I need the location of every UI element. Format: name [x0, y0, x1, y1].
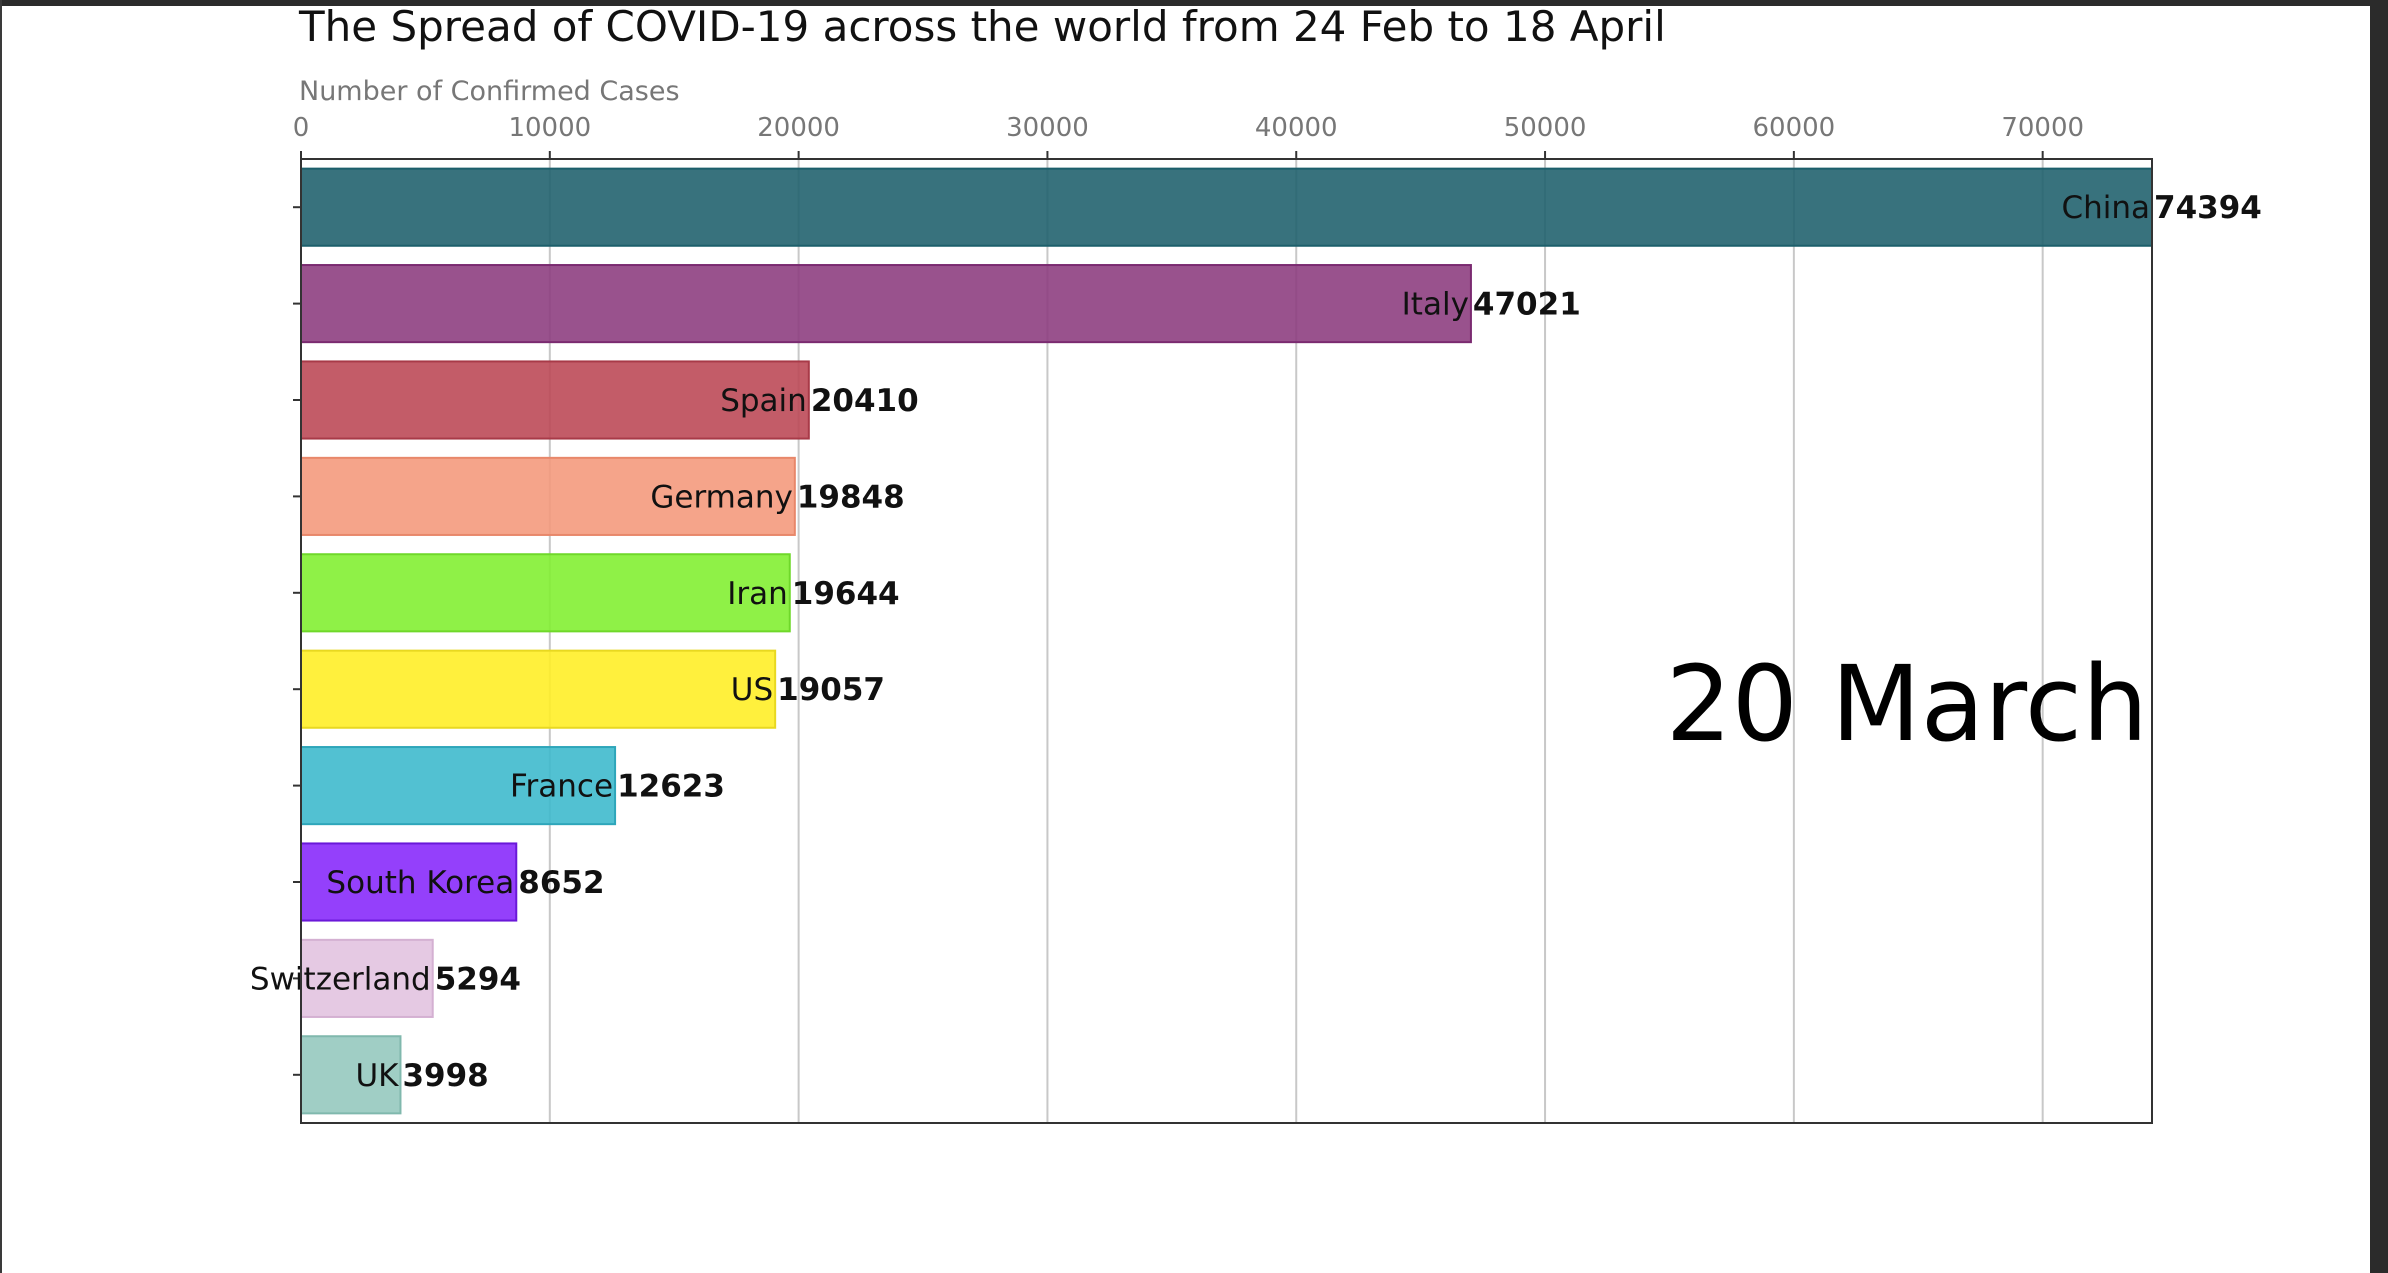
x-tick-label-20000: 20000: [757, 113, 840, 143]
bars: [300, 167, 2153, 1115]
x-tick-label-40000: 40000: [1255, 113, 1338, 143]
x-axis-ticks: 0 10000 20000 30000 40000 50000 60000 70000: [293, 113, 2084, 1076]
bar-value-label-switzerland: 5294: [435, 961, 521, 997]
bar-value-label-us: 19057: [777, 672, 885, 708]
x-tick-label-60000: 60000: [1753, 113, 1836, 143]
bar-value-label-iran: 19644: [792, 576, 900, 612]
bar-south-korea: [300, 842, 518, 922]
bar-category-label-south-korea: South Korea: [326, 865, 514, 901]
bar-category-label-uk: UK: [355, 1058, 399, 1094]
x-tick-label-0: 0: [293, 113, 310, 143]
x-tick-label-10000: 10000: [508, 113, 591, 143]
bar-france: [300, 746, 617, 826]
x-tick-label-70000: 70000: [2001, 113, 2084, 143]
bar-value-label-france: 12623: [617, 769, 725, 805]
x-axis-label: Number of Confirmed Cases: [299, 76, 680, 107]
bar-category-label-china: China: [2061, 190, 2150, 226]
plot-area-frame: [300, 158, 2153, 1124]
bar-category-label-switzerland: Switzerland: [250, 961, 431, 997]
window-top-border: [0, 0, 2388, 6]
bar-category-label-spain: Spain: [720, 383, 807, 419]
bar-labels: China 74394 Italy 47021 Spain 20410 Germany 198…: [250, 190, 2262, 1094]
bar-value-label-uk: 3998: [402, 1058, 488, 1094]
bar-iran: [300, 553, 791, 633]
bar-value-label-spain: 20410: [811, 383, 919, 419]
x-tick-label-30000: 30000: [1006, 113, 1089, 143]
bar-switzerland: [300, 938, 434, 1018]
x-tick-label-50000: 50000: [1504, 113, 1587, 143]
bar-value-label-germany: 19848: [797, 479, 905, 515]
bar-spain: [300, 360, 810, 440]
bar-china: [300, 167, 2153, 247]
bar-category-label-italy: Italy: [1402, 287, 1469, 323]
window-left-border: [0, 0, 2, 1273]
chart-title: The Spread of COVID-19 across the world …: [298, 2, 1666, 51]
bar-category-label-us: US: [731, 672, 773, 708]
bar-italy: [300, 264, 1472, 344]
bar-uk: [300, 1035, 402, 1115]
bar-category-label-iran: Iran: [727, 576, 788, 612]
bar-category-label-germany: Germany: [650, 479, 792, 515]
bar-value-label-china: 74394: [2154, 190, 2262, 226]
window-right-border: [2370, 0, 2388, 1273]
current-date-label: 20 March: [1666, 643, 2148, 765]
bar-category-label-france: France: [510, 769, 613, 805]
bar-germany: [300, 456, 796, 536]
bar-value-label-south-korea: 8652: [518, 865, 604, 901]
bar-value-label-italy: 47021: [1473, 287, 1581, 323]
bar-us: [300, 649, 777, 729]
